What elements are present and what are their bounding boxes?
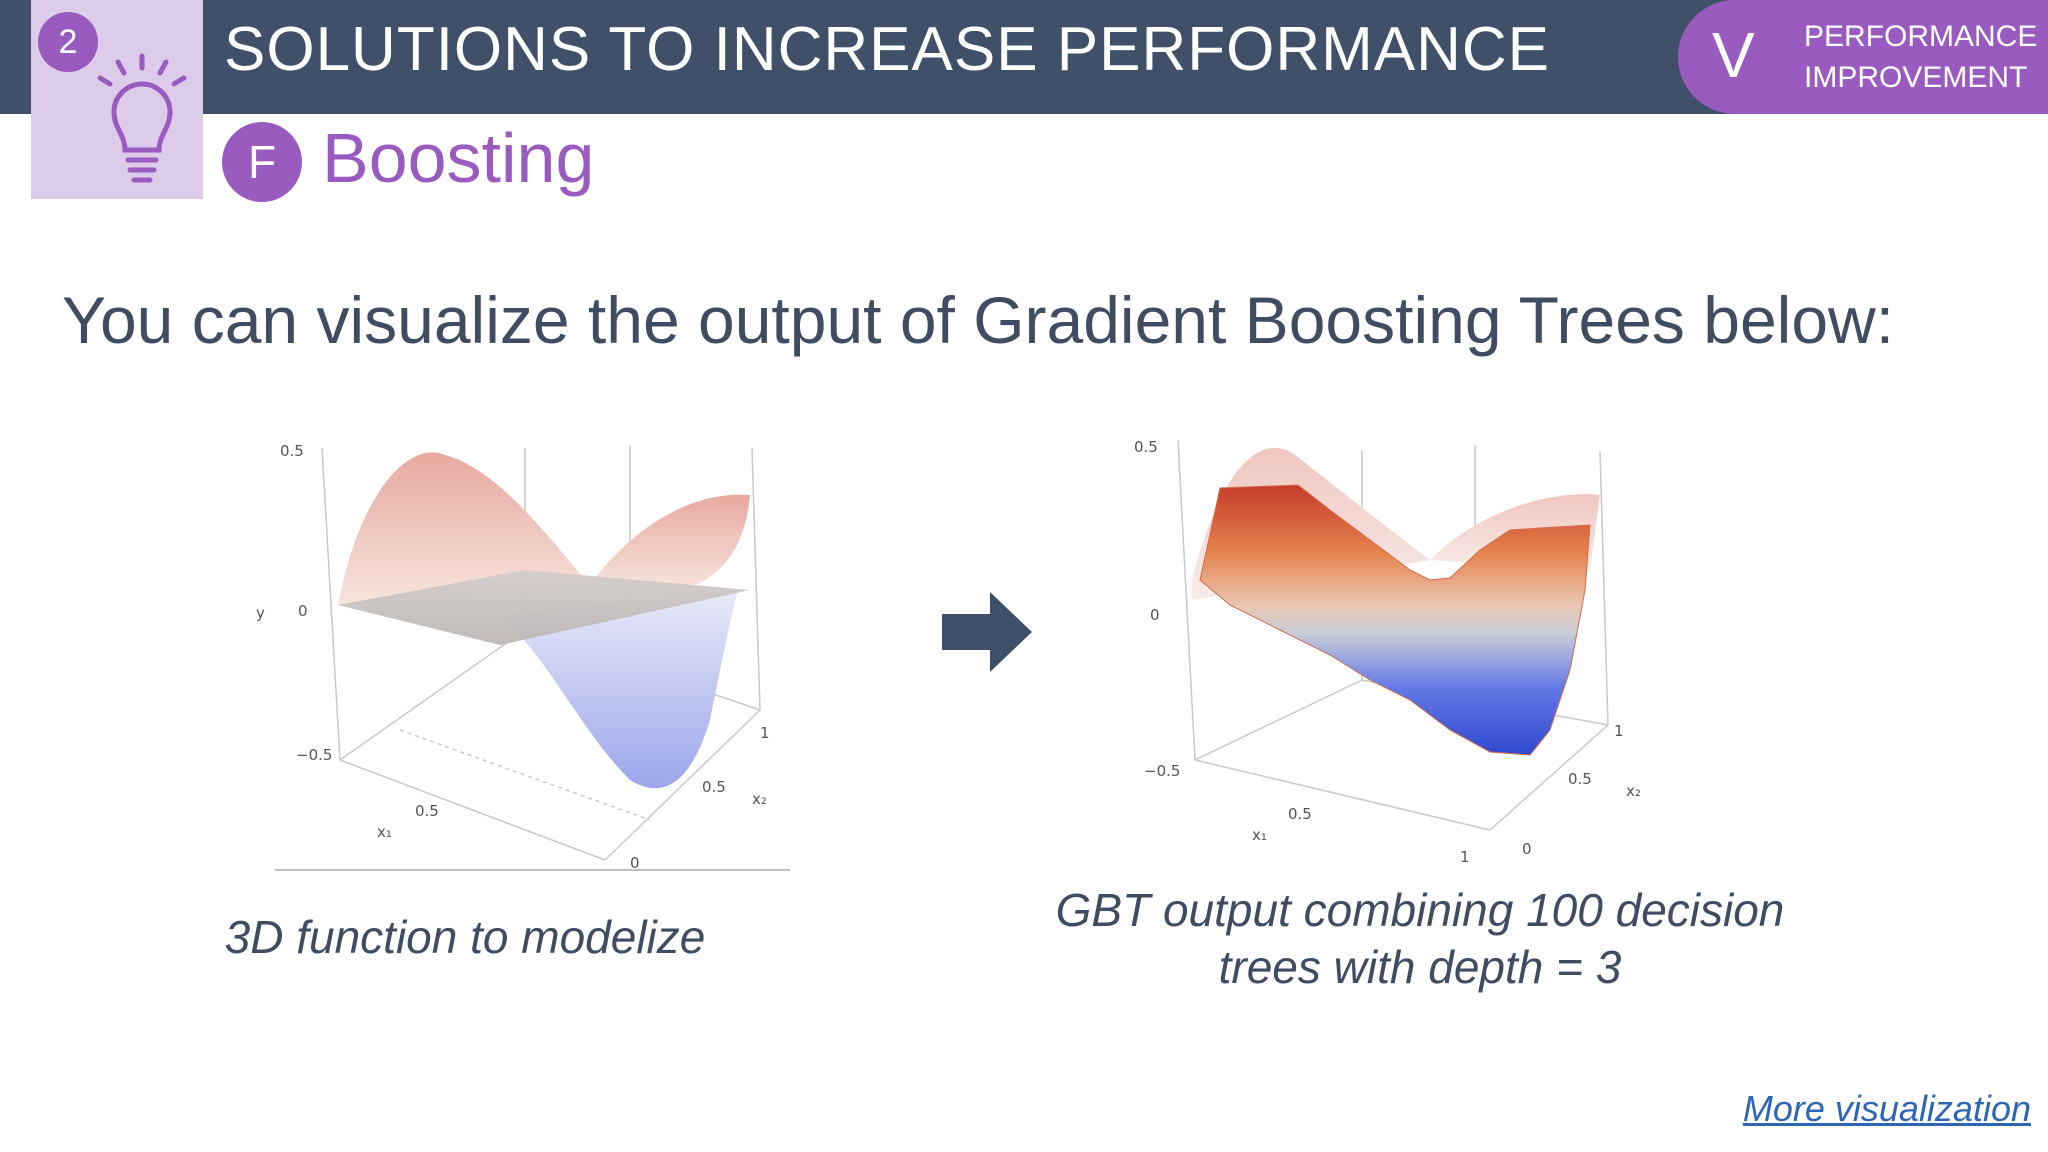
more-visualization-link[interactable]: More visualization: [1742, 1088, 2031, 1129]
subsection-title: Boosting: [322, 119, 595, 197]
left-plot-caption: 3D function to modelize: [224, 911, 706, 963]
chapter-letter: V: [1712, 19, 1755, 91]
x1-tick-one: 1: [1460, 848, 1470, 866]
x2-tick-one: 1: [760, 724, 770, 742]
x2-axis-label: x₂: [752, 790, 767, 808]
section-number-badge: 2: [38, 12, 98, 72]
x2-tick-one: 1: [1614, 722, 1624, 740]
z-tick-bottom: −0.5: [1144, 762, 1180, 780]
x1-axis-label: x₁: [1252, 826, 1267, 844]
x2-tick-half: 0.5: [702, 778, 726, 796]
subsection-badge: F: [222, 122, 302, 202]
slide-title: SOLUTIONS TO INCREASE PERFORMANCE: [224, 15, 1551, 84]
target-function-plot: 0.5 0 y −0.5 0.5 x₁ 1 0.5 x₂ 0: [250, 430, 800, 880]
right-arrow-icon: [942, 592, 1032, 672]
z-tick-top: 0.5: [1134, 438, 1158, 456]
chapter-tab: [1678, 0, 2048, 114]
x2-axis-label: x₂: [1626, 782, 1641, 800]
lightbulb-icon: [97, 53, 187, 183]
x2-tick-half: 0.5: [1568, 770, 1592, 788]
x2-tick-zero: 0: [1522, 840, 1532, 858]
x1-tick-half: 0.5: [415, 802, 439, 820]
y-axis-label: y: [256, 604, 265, 622]
x1-tick-half: 0.5: [1288, 805, 1312, 823]
right-plot-caption: GBT output combining 100 decision trees …: [1055, 884, 1785, 993]
gbt-output-plot: 0.5 0 −0.5 0.5 x₁ 1 1 0.5 x₂ 0: [1130, 430, 1680, 880]
headline-text: You can visualize the output of Gradient…: [62, 283, 1895, 357]
z-tick-top: 0.5: [280, 442, 304, 460]
z-tick-bottom: −0.5: [296, 746, 332, 764]
x1-axis-label: x₁: [377, 823, 392, 841]
chapter-label: PERFORMANCE IMPROVEMENT: [1804, 20, 2038, 94]
z-tick-mid: 0: [1150, 606, 1160, 624]
x2-tick-zero: 0: [630, 854, 640, 872]
z-tick-mid: 0: [298, 602, 308, 620]
